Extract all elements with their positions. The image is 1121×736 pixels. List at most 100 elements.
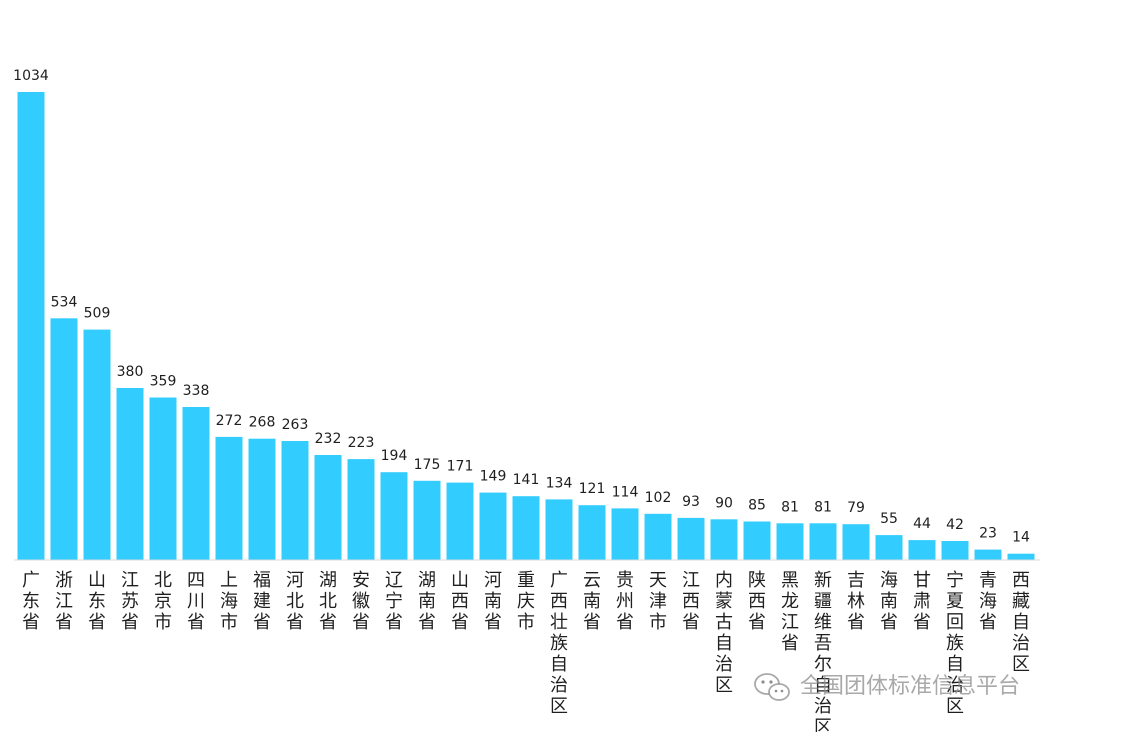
bar-12 <box>413 480 441 560</box>
wechat-icon <box>754 673 790 701</box>
bar-10 <box>347 459 375 560</box>
data-label-2: 509 <box>84 306 111 322</box>
bar-5 <box>182 407 210 560</box>
bar-14 <box>479 492 507 560</box>
data-label-17: 121 <box>579 481 606 497</box>
bar-29 <box>974 549 1002 560</box>
bar-22 <box>743 521 771 560</box>
bar-28 <box>941 541 969 560</box>
data-label-13: 171 <box>447 459 474 475</box>
category-label-10: 安徽省 <box>352 570 370 633</box>
bar-0 <box>17 92 45 560</box>
data-label-3: 380 <box>117 364 144 380</box>
bar-19 <box>644 513 672 560</box>
category-label-7: 福建省 <box>253 570 271 633</box>
watermark-text: 全国团体标准信息平台 <box>800 674 1020 699</box>
bar-6 <box>215 436 243 560</box>
category-label-12: 湖南省 <box>418 570 436 633</box>
data-label-29: 23 <box>979 526 997 542</box>
bar-9 <box>314 455 342 560</box>
data-label-7: 268 <box>249 415 276 431</box>
category-label-26: 海南省 <box>880 570 898 633</box>
data-label-21: 90 <box>715 495 733 511</box>
watermark: 全国团体标准信息平台 <box>754 673 1020 701</box>
data-label-4: 359 <box>150 374 177 390</box>
category-label-23: 黑龙江省 <box>781 570 799 654</box>
data-label-19: 102 <box>645 490 672 506</box>
category-label-13: 山西省 <box>451 570 469 633</box>
bar-3 <box>116 388 144 560</box>
data-label-30: 14 <box>1012 530 1030 546</box>
category-label-17: 云南省 <box>583 570 601 633</box>
category-labels-layer: 广东省浙江省山东省江苏省北京市四川省上海市福建省河北省湖北省安徽省辽宁省湖南省山… <box>22 570 1030 736</box>
category-label-30: 西藏自治区 <box>1012 570 1030 675</box>
bar-13 <box>446 482 474 560</box>
bar-26 <box>875 535 903 560</box>
data-label-15: 141 <box>513 472 540 488</box>
value-labels-layer: 1034 534 509 380 359 338 272 268 263 232 223 194 175… <box>13 68 1030 546</box>
bar-15 <box>512 496 540 560</box>
data-label-25: 79 <box>847 500 865 516</box>
category-label-22: 陕西省 <box>748 570 766 633</box>
category-label-20: 江西省 <box>682 570 700 633</box>
data-label-18: 114 <box>612 484 639 500</box>
bars-layer <box>17 92 1035 560</box>
data-label-12: 175 <box>414 457 441 473</box>
category-label-16: 广西壮族自治区 <box>550 570 568 717</box>
bar-23 <box>776 523 804 560</box>
bar-17 <box>578 505 606 560</box>
data-label-5: 338 <box>183 383 210 399</box>
data-label-22: 85 <box>748 498 766 514</box>
bar-20 <box>677 517 705 560</box>
bar-24 <box>809 523 837 560</box>
bar-27 <box>908 540 936 560</box>
category-label-11: 辽宁省 <box>385 570 403 633</box>
bar-7 <box>248 438 276 560</box>
bar-25 <box>842 524 870 560</box>
data-label-0: 1034 <box>13 68 49 84</box>
data-label-28: 42 <box>946 517 964 533</box>
data-label-6: 272 <box>216 413 243 429</box>
data-label-11: 194 <box>381 448 408 464</box>
category-label-21: 内蒙古自治区 <box>715 570 733 696</box>
bar-4 <box>149 397 177 560</box>
category-label-19: 天津市 <box>649 570 667 633</box>
bar-8 <box>281 441 309 560</box>
data-label-14: 149 <box>480 469 507 485</box>
category-label-2: 山东省 <box>88 570 106 633</box>
category-label-27: 甘肃省 <box>913 570 931 633</box>
category-label-4: 北京市 <box>154 570 172 633</box>
data-label-9: 232 <box>315 431 342 447</box>
data-label-20: 93 <box>682 494 700 510</box>
bar-30 <box>1007 553 1035 560</box>
data-label-23: 81 <box>781 499 799 515</box>
category-label-1: 浙江省 <box>55 570 73 633</box>
category-label-24: 新疆维吾尔自治区 <box>814 570 832 732</box>
bar-11 <box>380 472 408 560</box>
data-label-26: 55 <box>880 511 898 527</box>
data-label-27: 44 <box>913 516 931 532</box>
data-label-16: 134 <box>546 475 573 491</box>
bar-18 <box>611 508 639 560</box>
category-label-28: 宁夏回族自治区 <box>946 570 964 717</box>
data-label-24: 81 <box>814 499 832 515</box>
category-label-3: 江苏省 <box>121 570 139 633</box>
bar-21 <box>710 519 738 560</box>
category-label-6: 上海市 <box>220 570 238 633</box>
bar-2 <box>83 329 111 560</box>
bar-1 <box>50 318 78 560</box>
category-label-15: 重庆市 <box>517 570 535 633</box>
data-label-1: 534 <box>51 294 78 310</box>
data-label-8: 263 <box>282 417 309 433</box>
category-label-29: 青海省 <box>979 570 997 633</box>
category-label-9: 湖北省 <box>319 570 337 633</box>
category-label-18: 贵州省 <box>616 570 634 633</box>
data-label-10: 223 <box>348 435 375 451</box>
category-label-0: 广东省 <box>22 570 40 633</box>
category-label-14: 河南省 <box>484 570 502 633</box>
category-label-5: 四川省 <box>187 570 205 633</box>
category-label-8: 河北省 <box>286 570 304 633</box>
category-label-25: 吉林省 <box>847 570 865 633</box>
